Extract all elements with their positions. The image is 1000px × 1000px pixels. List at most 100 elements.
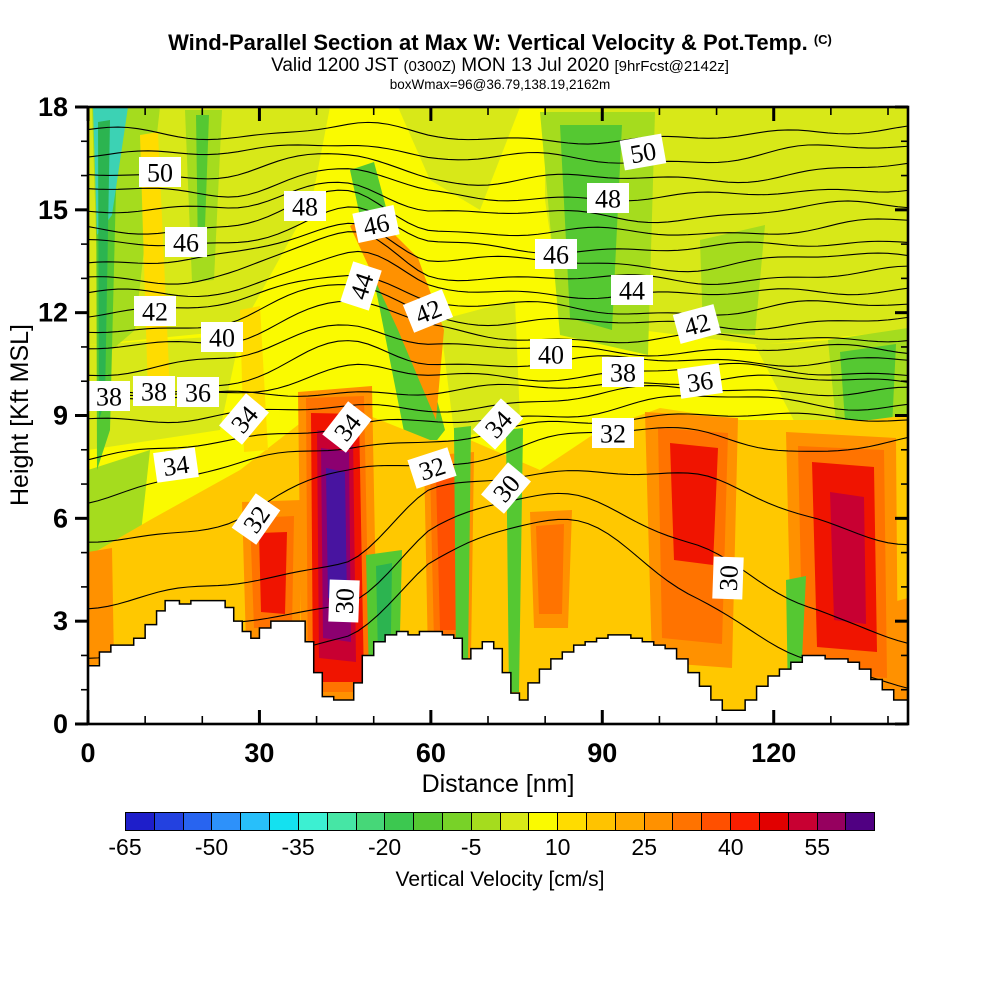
svg-text:38: 38 (96, 382, 122, 411)
contour-label: 36 (177, 377, 219, 407)
svg-text:46: 46 (360, 208, 391, 242)
colorbar-tick-label: -50 (194, 834, 229, 860)
isentrope-line (88, 426, 908, 543)
isentrope-line (88, 121, 908, 145)
y-tick-label: 18 (38, 92, 68, 122)
colorbar-cell (385, 813, 415, 830)
colorbar-cell (126, 813, 155, 830)
colorbar-cell (183, 813, 213, 830)
y-tick-label: 15 (38, 195, 68, 225)
colorbar-cell (615, 813, 645, 830)
valid-time-utc: (0300Z) (403, 58, 457, 76)
isentrope-line (88, 250, 908, 300)
y-tick-label: 12 (38, 298, 68, 328)
y-tick-label: 3 (53, 606, 68, 636)
isentrope-line (88, 324, 908, 377)
figure-title: Wind-Parallel Section at Max W: Vertical… (0, 30, 1000, 55)
contour-label: 48 (587, 183, 629, 213)
isentrope-line (88, 340, 908, 397)
svg-text:36: 36 (185, 378, 211, 407)
svg-text:32: 32 (600, 419, 626, 448)
svg-text:50: 50 (147, 158, 173, 187)
isentrope-line (88, 189, 908, 237)
colorbar-cell (558, 813, 587, 830)
colorbar-tick-label: -5 (460, 834, 482, 860)
figure-header: Wind-Parallel Section at Max W: Vertical… (0, 30, 1000, 93)
colorbar-cell (673, 813, 703, 830)
contour-label: 40 (530, 339, 572, 369)
contour-label: 42 (134, 296, 176, 326)
isentrope-line (88, 362, 908, 396)
svg-text:30: 30 (714, 565, 744, 592)
svg-text:38: 38 (141, 377, 167, 406)
svg-text:34: 34 (161, 450, 191, 482)
isentrope-line (88, 275, 908, 318)
x-tick-label: 30 (244, 738, 274, 768)
contour-label: 32 (407, 447, 457, 489)
colorbar-cell (356, 813, 386, 830)
colorbar-cell (471, 813, 501, 830)
colorbar-tick-label: 10 (544, 834, 571, 860)
colorbar-cell (759, 813, 789, 830)
colorbar-tick-label: -35 (281, 834, 315, 860)
isentrope-line (88, 206, 908, 255)
svg-text:46: 46 (173, 228, 199, 257)
colorbar-cell (702, 813, 732, 830)
svg-text:48: 48 (292, 192, 318, 221)
isentrope-line (88, 231, 908, 286)
isentrope-line (88, 374, 908, 400)
y-axis-title: Height [Kft MSL] (6, 324, 34, 506)
colorbar-cell (846, 813, 875, 830)
colorbar-cell (442, 813, 472, 830)
colorbar-cell (414, 813, 443, 830)
isentrope-line (88, 144, 908, 164)
isentrope-line (88, 153, 908, 186)
svg-text:40: 40 (538, 340, 564, 369)
contour-label: 48 (284, 191, 326, 221)
colorbar-cell (644, 813, 674, 830)
isentrope-line (88, 222, 908, 273)
contour-label: 50 (139, 157, 181, 187)
contour-label: 44 (611, 275, 653, 305)
contour-label: 38 (602, 357, 644, 387)
contour-label: 30 (328, 579, 360, 623)
isentrope-line (88, 181, 908, 224)
svg-text:44: 44 (619, 276, 645, 305)
contour-label: 46 (535, 239, 577, 269)
forecast-info: [9hrFcst@2142z] (614, 58, 729, 76)
x-tick-label: 60 (416, 738, 446, 768)
contour-label: 36 (677, 363, 723, 399)
colorbar-cell (241, 813, 271, 830)
contour-label: 50 (619, 133, 667, 171)
valid-date: MON 13 Jul 2020 (461, 55, 610, 77)
svg-text:30: 30 (330, 588, 360, 615)
svg-text:36: 36 (685, 366, 715, 398)
contour-label: 34 (153, 447, 199, 483)
colorbar-title: Vertical Velocity [cm/s] (395, 868, 605, 891)
colorbar-cell (817, 813, 847, 830)
colorbar-cell (154, 813, 184, 830)
x-tick-label: 120 (751, 738, 796, 768)
colorbar-tick-label: 55 (804, 834, 831, 860)
valid-time: Valid 1200 JST (271, 55, 399, 77)
figure-title-units: (C) (813, 32, 832, 47)
contour-label: 30 (481, 462, 531, 514)
svg-text:42: 42 (142, 297, 168, 326)
colorbar-cell (788, 813, 818, 830)
colorbar (125, 812, 875, 831)
colorbar-tick-label: -65 (108, 834, 142, 860)
x-tick-label: 0 (80, 738, 95, 768)
contour-label: 30 (712, 556, 744, 600)
contour-label: 42 (672, 304, 722, 344)
colorbar-tick-label: 25 (631, 834, 658, 860)
figure-subtitle: Valid 1200 JST (0300Z) MON 13 Jul 2020 [… (0, 55, 1000, 77)
plot-frame (86, 105, 910, 726)
y-tick-label: 9 (53, 401, 68, 431)
contour-label: 46 (165, 227, 207, 257)
svg-text:48: 48 (595, 184, 621, 213)
contour-label: 32 (592, 418, 634, 448)
figure-title-text: Wind-Parallel Section at Max W: Vertical… (168, 30, 808, 55)
